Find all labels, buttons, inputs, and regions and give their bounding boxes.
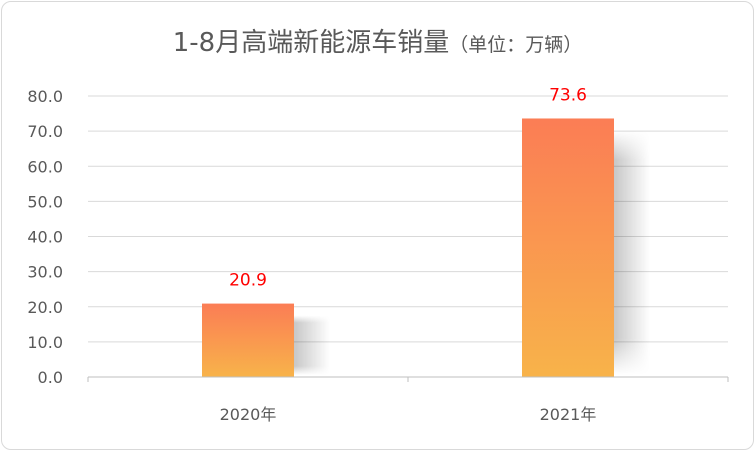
y-tick-label: 0.0 bbox=[38, 368, 63, 387]
y-tick-label: 30.0 bbox=[27, 263, 63, 282]
y-tick-label: 60.0 bbox=[27, 157, 63, 176]
y-tick-label: 10.0 bbox=[27, 333, 63, 352]
bars bbox=[202, 118, 614, 377]
bar-shadow bbox=[614, 130, 650, 375]
bar bbox=[202, 303, 294, 377]
y-tick-label: 50.0 bbox=[27, 192, 63, 211]
bar bbox=[522, 118, 614, 377]
bar-shadows bbox=[294, 130, 650, 375]
chart-title-main: 1-8月高端新能源车销量 bbox=[172, 28, 450, 58]
y-tick-label: 80.0 bbox=[27, 87, 63, 106]
chart-title-unit: （单位：万辆） bbox=[449, 34, 583, 56]
y-tick-label: 70.0 bbox=[27, 122, 63, 141]
x-tick-label: 2020年 bbox=[220, 405, 277, 424]
axes bbox=[87, 376, 729, 382]
data-label: 20.9 bbox=[229, 271, 267, 291]
labels: 0.0 10.0 20.0 30.0 40.0 50.0 60.0 70.0 80.0 20.9 2… bbox=[27, 85, 596, 424]
y-tick-label: 20.0 bbox=[27, 298, 63, 317]
data-label: 73.6 bbox=[549, 85, 587, 105]
chart-title: 1-8月高端新能源车销量（单位：万辆） bbox=[0, 22, 755, 59]
bar-shadow bbox=[294, 315, 330, 375]
x-tick-label: 2021年 bbox=[540, 405, 597, 424]
y-tick-label: 40.0 bbox=[27, 228, 63, 247]
